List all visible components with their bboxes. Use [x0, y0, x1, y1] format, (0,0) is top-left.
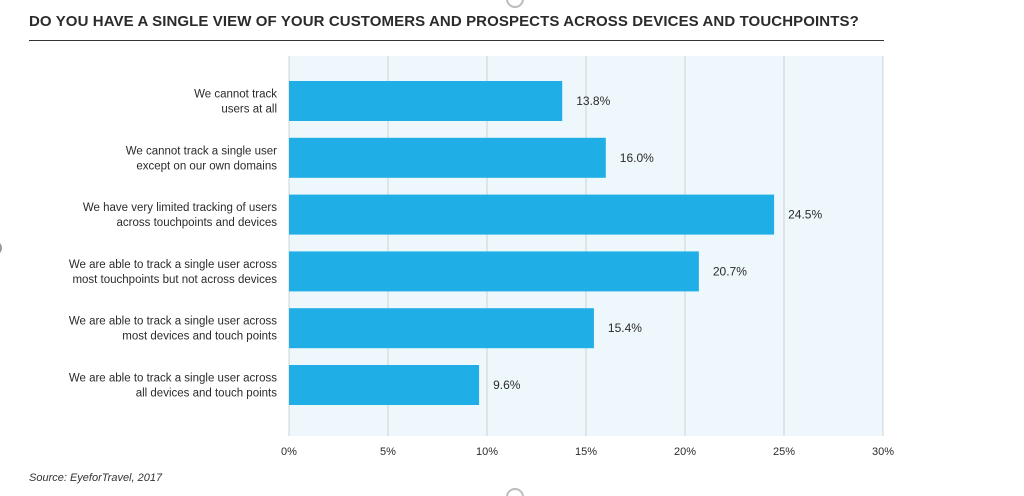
category-label-line: We cannot track: [194, 89, 277, 101]
category-label: We are able to track a single user acros…: [69, 316, 277, 343]
bar: [289, 251, 699, 292]
bar-value-label: 15.4%: [608, 321, 642, 335]
category-label-line: We are able to track a single user acros…: [69, 259, 277, 271]
x-tick-label: 10%: [476, 446, 498, 458]
category-label: We are able to track a single user acros…: [69, 373, 277, 400]
category-label-line: We are able to track a single user acros…: [69, 316, 277, 328]
bar: [289, 365, 480, 405]
x-tick-label: 15%: [575, 446, 597, 458]
category-label: We cannot track a single user except on o…: [126, 145, 278, 172]
bar: [289, 194, 775, 235]
category-label-line: most devices and touch points: [122, 331, 277, 343]
category-label-line: most touchpoints but not across devices: [72, 274, 277, 286]
page-edge-circle-bottom: [506, 488, 524, 496]
x-tick-label: 5%: [380, 446, 396, 458]
bar-value-label: 13.8%: [576, 94, 610, 108]
category-label-line: except on our own domains: [136, 160, 277, 172]
title-divider: [29, 40, 884, 41]
bar-value-label: 9.6%: [493, 378, 521, 392]
chart-title: DO YOU HAVE A SINGLE VIEW OF YOUR CUSTOM…: [29, 13, 859, 30]
bar: [289, 137, 606, 178]
x-tick-label: 30%: [872, 446, 894, 458]
bar-value-label: 24.5%: [788, 208, 822, 222]
category-label: We cannot track users at all: [194, 89, 277, 116]
category-label-line: across touchpoints and devices: [117, 217, 278, 229]
category-label-line: We cannot track a single user: [126, 145, 277, 157]
bar-value-label: 20.7%: [713, 264, 747, 278]
source-note: Source: EyeforTravel, 2017: [29, 472, 163, 484]
bar: [289, 81, 563, 121]
bar: [289, 308, 594, 349]
x-tick-label: 20%: [674, 446, 696, 458]
category-label-line: users at all: [221, 104, 277, 116]
category-label-line: all devices and touch points: [136, 388, 278, 400]
category-label-line: We are able to track a single user acros…: [69, 373, 277, 385]
category-label-line: We have very limited tracking of users: [83, 202, 277, 214]
category-label: We have very limited tracking of users ac…: [83, 202, 277, 229]
x-tick-label: 25%: [773, 446, 795, 458]
bar-value-label: 16.0%: [620, 151, 654, 165]
category-label: We are able to track a single user acros…: [69, 259, 277, 286]
x-tick-label: 0%: [281, 446, 297, 458]
